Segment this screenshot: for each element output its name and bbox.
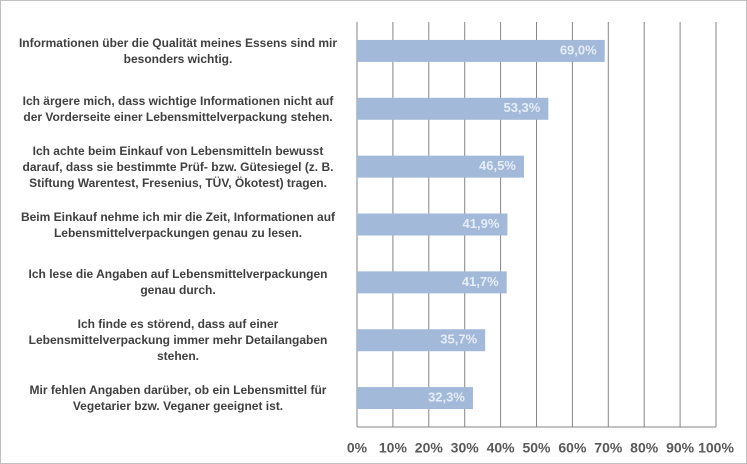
- category-label: Ich finde es störend, dass auf einer Leb…: [28, 317, 328, 364]
- bar: [357, 97, 549, 120]
- bar: [357, 387, 473, 410]
- value-label: 41,7%: [462, 274, 499, 289]
- x-tick-label: 70%: [594, 440, 623, 456]
- category-label: Ich lese die Angaben auf Lebensmittelver…: [28, 267, 328, 298]
- category-label: Informationen über die Qualität meines E…: [18, 35, 338, 66]
- value-label: 32,3%: [428, 390, 465, 405]
- value-label: 41,9%: [463, 216, 500, 231]
- x-tick-label: 30%: [451, 440, 480, 456]
- category-label: Mir fehlen Angaben darüber, ob ein Leben…: [29, 383, 327, 414]
- bar: [357, 155, 524, 178]
- bar: [357, 39, 605, 62]
- x-tick-label: 90%: [666, 440, 695, 456]
- value-label: 53,3%: [503, 100, 540, 115]
- x-tick-label: 50%: [522, 440, 551, 456]
- x-tick-label: 20%: [415, 440, 444, 456]
- x-tick-label: 80%: [630, 440, 659, 456]
- x-tick-label: 10%: [379, 440, 408, 456]
- category-label: Beim Einkauf nehme ich mir die Zeit, Inf…: [20, 209, 336, 240]
- bar: [357, 271, 507, 294]
- x-tick-label: 0%: [347, 440, 368, 456]
- value-label: 46,5%: [479, 158, 516, 173]
- x-tick-label: 100%: [698, 440, 734, 456]
- x-tick-label: 40%: [487, 440, 516, 456]
- x-tick-label: 60%: [558, 440, 587, 456]
- bar: [357, 329, 486, 352]
- value-label: 69,0%: [560, 42, 597, 57]
- bar: [357, 213, 508, 236]
- category-label: Ich achte beim Einkauf von Lebensmitteln…: [22, 143, 334, 190]
- value-label: 35,7%: [440, 332, 477, 347]
- category-label: Ich ärgere mich, dass wichtige Informati…: [22, 93, 334, 124]
